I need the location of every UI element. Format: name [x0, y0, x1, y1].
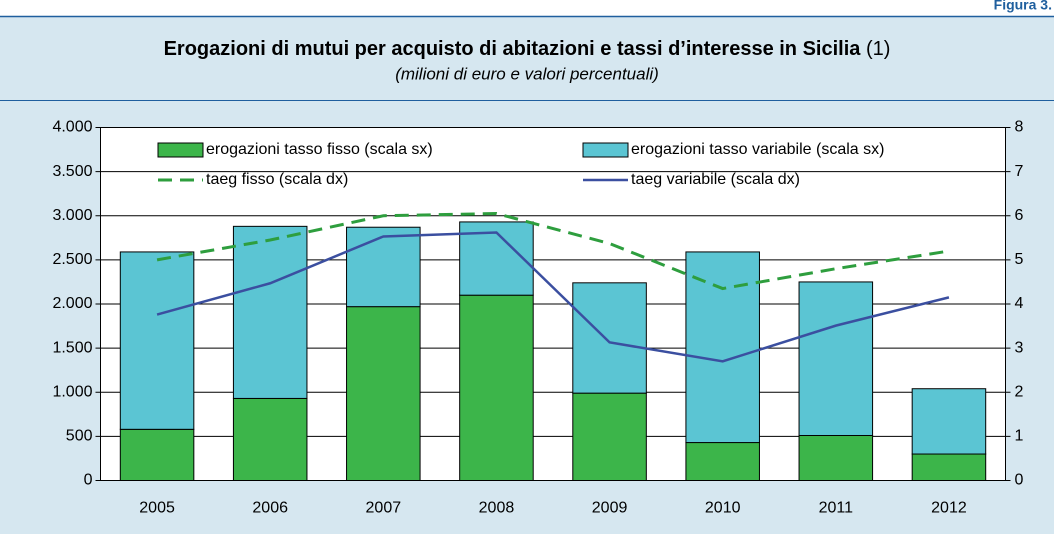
legend-swatch: [157, 142, 204, 158]
x-tick-label: 2010: [705, 500, 741, 517]
chart-subtitle: (milioni di euro e valori percentuali): [395, 64, 659, 83]
title-main: Erogazioni di mutui per acquisto di abit…: [164, 38, 862, 60]
legend-label: erogazioni tasso fisso (scala sx): [206, 141, 433, 158]
bar: [232, 225, 308, 399]
x-tick-label: 2012: [931, 500, 967, 517]
y2-tick-label: 2: [1015, 383, 1024, 400]
y-tick-label: 2.500: [52, 251, 92, 268]
y2-tick-label: 8: [1015, 119, 1024, 136]
legend-label: taeg fisso (scala dx): [206, 171, 348, 188]
y-tick-label: 1.500: [52, 339, 92, 356]
y-tick-label: 4.000: [52, 119, 92, 136]
bar: [798, 281, 874, 436]
y-tick-label: 1.000: [52, 383, 92, 400]
legend-swatch: [582, 142, 629, 158]
y2-tick-label: 3: [1015, 339, 1024, 356]
bar: [798, 434, 874, 481]
y2-tick-label: 1: [1015, 428, 1024, 445]
y-tick-label: 2.000: [52, 295, 92, 312]
y2-tick-label: 5: [1015, 251, 1024, 268]
y-tick-label: 3.500: [52, 163, 92, 180]
bar: [119, 428, 195, 482]
x-tick-label: 2007: [366, 500, 402, 517]
legend-label: taeg variabile (scala dx): [631, 171, 800, 188]
figure-label: Figura 3.: [994, 0, 1052, 13]
y2-tick-label: 6: [1015, 207, 1024, 224]
bar: [346, 306, 421, 481]
bar: [911, 388, 987, 455]
x-tick-label: 2011: [819, 500, 854, 517]
x-tick-label: 2005: [139, 500, 175, 517]
bar: [685, 442, 760, 481]
bar: [572, 282, 647, 394]
title-note: (1): [866, 38, 890, 60]
bar: [685, 251, 760, 444]
x-tick-label: 2008: [479, 500, 515, 517]
legend-label: erogazioni tasso variabile (scala sx): [631, 141, 884, 158]
y2-tick-label: 7: [1015, 163, 1024, 180]
chart-title: Erogazioni di mutui per acquisto di abit…: [164, 38, 891, 60]
plot-border: [100, 127, 1006, 481]
y-tick-label: 500: [66, 428, 93, 445]
y2-tick-label: 0: [1015, 472, 1024, 489]
x-tick-label: 2009: [592, 500, 628, 517]
bar: [911, 453, 987, 481]
line-series: [156, 231, 950, 363]
x-tick-label: 2006: [252, 500, 288, 517]
bar: [232, 397, 308, 481]
bar: [572, 392, 647, 482]
bar: [459, 294, 534, 481]
y-tick-label: 0: [84, 472, 93, 489]
bar: [119, 251, 195, 430]
y-tick-label: 3.000: [52, 207, 92, 224]
bar: [346, 226, 421, 308]
line-series: [156, 212, 950, 291]
y2-tick-label: 4: [1015, 295, 1024, 312]
